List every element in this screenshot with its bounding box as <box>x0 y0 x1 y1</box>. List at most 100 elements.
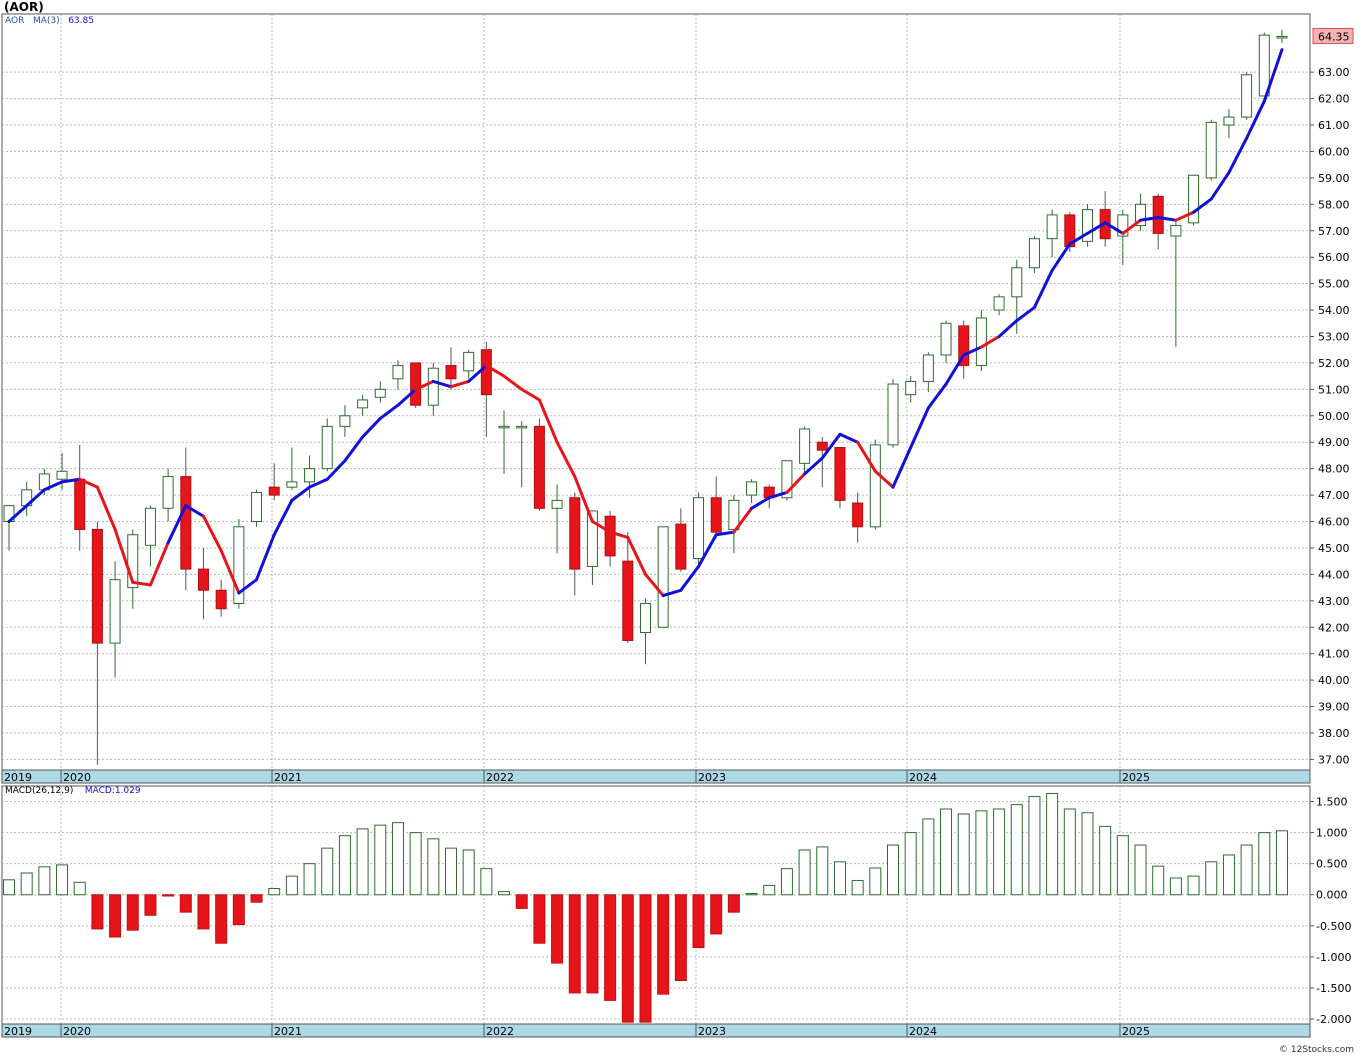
macd-bar <box>462 849 475 896</box>
ma-segment <box>626 535 647 576</box>
ma-segment <box>237 578 259 595</box>
candle-body <box>127 534 139 589</box>
candle-body <box>569 497 581 570</box>
candle-body <box>445 365 457 380</box>
candle-body <box>427 367 439 406</box>
macd-bar <box>445 847 457 896</box>
ma-segment <box>697 533 718 568</box>
candle-body <box>781 460 793 499</box>
price-tick-label: 62.00 <box>1318 93 1350 106</box>
ma-segment <box>431 379 453 389</box>
ma-segment <box>679 564 701 592</box>
ma-segment <box>396 387 418 407</box>
macd-bar <box>780 868 793 896</box>
macd-bar <box>109 894 122 938</box>
macd-bar <box>1081 812 1094 896</box>
year-label: 2021 <box>274 771 302 784</box>
macd-bar <box>568 894 581 994</box>
ma-segment <box>520 387 541 402</box>
candle-body <box>622 560 634 641</box>
candle-body <box>1170 224 1182 237</box>
macd-bar <box>162 894 175 897</box>
macd-bar <box>957 813 970 896</box>
year-label: 2021 <box>274 1025 302 1038</box>
ma-segment <box>131 580 152 587</box>
macd-bar <box>657 894 670 995</box>
macd-bar <box>427 838 440 896</box>
ma-segment <box>997 319 1019 338</box>
macd-bar <box>586 894 599 994</box>
ma-segment <box>343 435 365 463</box>
ma-segment <box>732 506 754 534</box>
candle-body <box>339 415 351 427</box>
macd-bar <box>1240 844 1253 896</box>
ma-segment <box>714 530 736 537</box>
macd-bar <box>1205 861 1218 896</box>
candle-body <box>233 526 245 604</box>
ma-segment <box>290 485 312 502</box>
year-label: 2025 <box>1122 1025 1150 1038</box>
macd-value-label: MACD:1.029 <box>84 786 141 796</box>
ma-segment <box>856 440 877 473</box>
price-legend: AOR MA(3) 63.85 <box>5 16 94 26</box>
macd-bar <box>73 881 86 896</box>
ma-segment <box>608 530 630 539</box>
year-label: 2023 <box>698 771 726 784</box>
price-tick-label: 46.00 <box>1318 516 1350 529</box>
candle-body <box>728 499 740 530</box>
macd-bar <box>904 832 917 896</box>
macd-bar <box>144 894 157 916</box>
macd-bar <box>533 894 546 944</box>
candle-body <box>852 502 864 528</box>
candle-body <box>321 425 333 470</box>
candle-body <box>197 568 209 591</box>
candle-body <box>799 428 811 464</box>
candle-body <box>975 317 987 367</box>
ma-segment <box>555 440 577 479</box>
ma-segment <box>184 504 205 518</box>
year-label: 2020 <box>63 1025 91 1038</box>
candle-body <box>1188 174 1200 224</box>
macd-bar <box>515 894 528 909</box>
macd-legend: MACD(26,12,9) MACD:1.029 <box>5 786 141 796</box>
price-tick-label: 57.00 <box>1318 225 1350 238</box>
candle-body <box>675 523 687 570</box>
ma-segment <box>201 514 223 553</box>
macd-bar <box>1063 808 1076 896</box>
price-tick-label: 52.00 <box>1318 357 1350 370</box>
ma-segment <box>42 480 64 492</box>
year-label: 2019 <box>4 1025 32 1038</box>
price-date-axis <box>1 769 1311 784</box>
ma-segment <box>1139 216 1160 222</box>
ma-segment <box>60 477 82 484</box>
macd-bar <box>303 863 316 896</box>
ma-segment <box>873 469 895 489</box>
candle-body <box>958 325 970 367</box>
price-tick-label: 55.00 <box>1318 278 1350 291</box>
candle-body <box>551 499 563 509</box>
candle-body <box>286 481 298 488</box>
candle-body <box>1205 121 1217 179</box>
candle-body <box>922 354 934 382</box>
ma-segment <box>1245 99 1266 140</box>
macd-date-axis <box>1 1023 1311 1038</box>
ma-segment <box>891 446 913 489</box>
candle-body <box>816 441 828 451</box>
ma-segment <box>661 588 683 598</box>
ma-segment <box>590 520 612 534</box>
candle-body <box>1276 35 1288 39</box>
candle-body <box>91 528 103 644</box>
macd-bar <box>798 849 811 896</box>
year-label: 2023 <box>698 1025 726 1038</box>
ma-segment <box>361 416 382 439</box>
price-tick-label: 45.00 <box>1318 542 1350 555</box>
macd-bar <box>38 866 51 896</box>
chart-title: (AOR) <box>4 0 44 14</box>
price-tick-label: 54.00 <box>1318 304 1350 317</box>
candle-body <box>639 602 651 634</box>
candle-body <box>268 486 280 496</box>
ma-label: MA(3) <box>32 16 60 26</box>
ma-segment <box>1015 305 1036 323</box>
macd-bar <box>621 894 634 1023</box>
ma-segment <box>449 379 471 389</box>
